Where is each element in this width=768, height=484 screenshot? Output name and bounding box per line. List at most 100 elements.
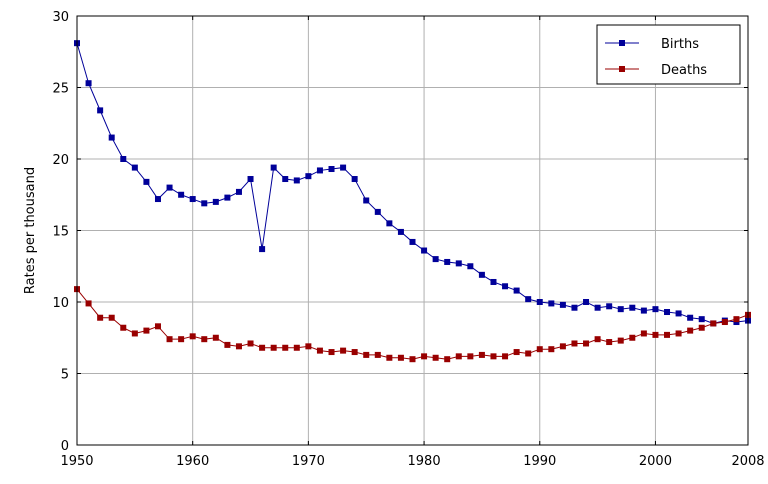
births-point: [478, 271, 485, 278]
births-point: [432, 256, 439, 263]
legend-label: Deaths: [661, 63, 707, 78]
births-point: [467, 263, 474, 270]
deaths-point: [455, 353, 462, 360]
births-point: [594, 304, 601, 311]
deaths-line: [76, 288, 749, 360]
births-point: [374, 208, 381, 215]
deaths-point: [409, 356, 416, 363]
births-point: [525, 296, 532, 303]
deaths-point: [698, 324, 705, 331]
births-point: [409, 238, 416, 245]
deaths-point: [502, 353, 509, 360]
y-tick-label: 20: [52, 153, 69, 168]
deaths-point: [293, 344, 300, 351]
births-point: [178, 191, 185, 198]
deaths-point: [559, 343, 566, 350]
deaths-point: [224, 341, 231, 348]
deaths-point: [536, 346, 543, 353]
births-point: [502, 283, 509, 290]
deaths-point: [305, 343, 312, 350]
births-point: [571, 304, 578, 311]
deaths-point: [386, 354, 393, 361]
x-tick-label: 2000: [639, 454, 672, 469]
y-tick-label: 10: [52, 296, 69, 311]
series-deaths: [74, 286, 751, 363]
deaths-point: [467, 353, 474, 360]
deaths-point: [212, 334, 219, 341]
births-point: [305, 173, 312, 180]
births-line: [76, 43, 749, 324]
births-point: [490, 278, 497, 285]
births-point: [108, 134, 115, 141]
deaths-point: [733, 316, 740, 323]
births-point: [316, 167, 323, 174]
births-point: [698, 316, 705, 323]
deaths-point: [374, 351, 381, 358]
births-point: [559, 301, 566, 308]
deaths-point: [340, 347, 347, 354]
deaths-point: [143, 327, 150, 334]
x-tick-label: 1990: [523, 454, 556, 469]
ticks: 1950 1960 1970 1980 1990 2000 2008 0 5 10 15 20 25 30: [52, 10, 764, 469]
deaths-point: [629, 334, 636, 341]
deaths-point: [571, 340, 578, 347]
births-point: [513, 287, 520, 294]
legend-swatch-marker: [619, 40, 625, 46]
births-point: [143, 178, 150, 185]
births-point: [120, 156, 127, 162]
deaths-point: [259, 344, 266, 351]
births-point: [224, 194, 231, 201]
deaths-point: [131, 330, 138, 337]
deaths-point: [97, 314, 104, 321]
legend: Births Deaths: [596, 24, 741, 85]
deaths-point: [583, 340, 590, 347]
births-point: [421, 247, 428, 254]
births-point: [235, 188, 242, 195]
legend-label: Births: [661, 37, 699, 52]
deaths-point: [490, 353, 497, 360]
births-point: [444, 258, 451, 265]
births-point: [455, 260, 462, 267]
births-point: [617, 306, 624, 313]
births-point: [166, 184, 173, 191]
births-point: [212, 198, 219, 205]
deaths-point: [363, 351, 370, 358]
births-point: [85, 80, 92, 87]
deaths-point: [721, 319, 728, 326]
y-tick-label: 15: [52, 225, 69, 240]
legend-item-deaths: Deaths: [605, 63, 707, 78]
deaths-point: [108, 314, 115, 321]
births-point: [640, 307, 647, 314]
y-tick-label: 30: [52, 10, 69, 25]
x-tick-label: 1950: [60, 454, 93, 469]
x-tick-label: 1980: [408, 454, 441, 469]
deaths-point: [444, 356, 451, 363]
x-tick-label: 1970: [292, 454, 325, 469]
deaths-point: [432, 354, 439, 361]
births-point: [687, 314, 694, 321]
births-point: [664, 309, 671, 316]
deaths-point: [687, 327, 694, 334]
births-point: [606, 303, 613, 310]
births-point: [397, 228, 404, 235]
y-tick-label: 0: [61, 439, 69, 454]
births-point: [131, 164, 138, 171]
deaths-point: [189, 333, 196, 340]
births-point: [282, 176, 289, 183]
deaths-point: [710, 320, 717, 327]
deaths-point: [513, 349, 520, 356]
deaths-point: [247, 340, 254, 347]
births-point: [583, 299, 590, 305]
births-point: [189, 196, 196, 203]
deaths-point: [282, 344, 289, 351]
deaths-point: [675, 330, 682, 337]
births-point: [328, 166, 335, 173]
births-point: [270, 164, 277, 171]
deaths-point: [525, 350, 532, 357]
births-point: [363, 197, 370, 204]
series-layer: [74, 40, 751, 363]
deaths-point: [664, 331, 671, 338]
births-point: [97, 107, 104, 114]
births-point: [154, 196, 161, 203]
